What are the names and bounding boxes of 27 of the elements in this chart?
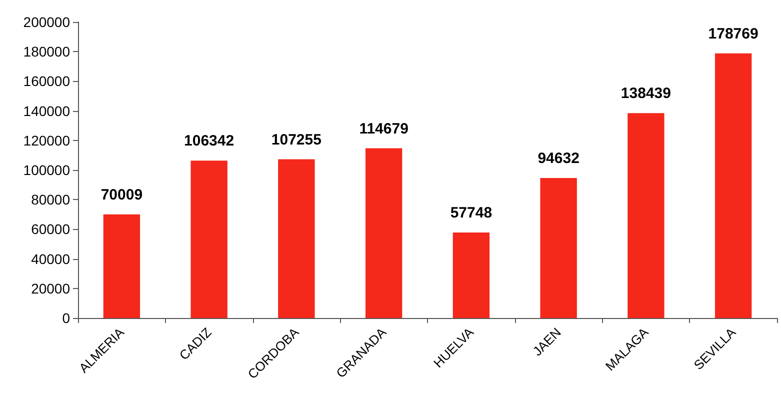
y-tick-label: 120000: [23, 132, 70, 148]
bar: [540, 178, 577, 318]
y-tick-label: 200000: [23, 14, 70, 30]
bar: [278, 159, 315, 318]
data-label: 70009: [100, 186, 143, 204]
y-tick-label: 100000: [23, 162, 70, 178]
data-label: 138439: [620, 85, 671, 102]
y-tick-label: 40000: [31, 250, 70, 267]
bar: [714, 53, 752, 318]
bar: [190, 160, 228, 318]
bar: [628, 113, 664, 318]
data-label: 114679: [359, 120, 408, 138]
data-label: 94632: [538, 150, 580, 167]
bar: [365, 148, 402, 318]
y-tick-label: 0: [62, 310, 70, 326]
y-tick-label: 20000: [31, 280, 70, 296]
y-tick-label: 160000: [23, 73, 70, 90]
y-tick-label: 60000: [31, 221, 70, 238]
y-tick-label: 80000: [31, 192, 70, 208]
y-tick-label: 180000: [23, 44, 70, 60]
data-label: 107255: [271, 131, 322, 148]
data-label: 106342: [184, 132, 234, 150]
data-label: 178769: [708, 25, 758, 42]
data-label: 57748: [450, 204, 492, 222]
bar: [452, 232, 490, 318]
y-tick-label: 140000: [23, 102, 70, 119]
bar: [103, 214, 140, 318]
